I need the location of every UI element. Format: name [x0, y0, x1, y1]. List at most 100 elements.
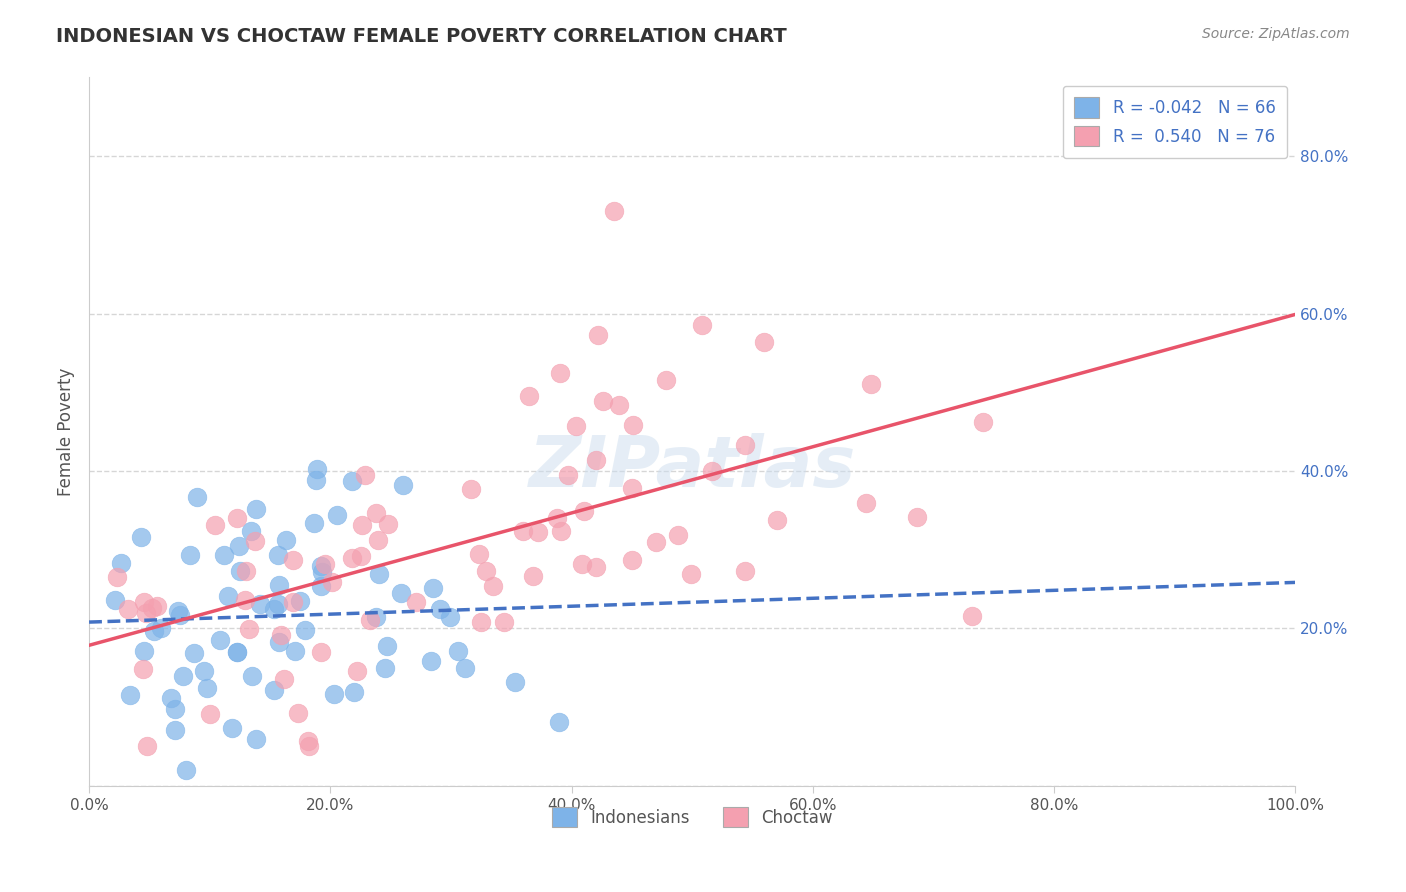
Point [136, 739, 159, 754]
Point [243, 533, 266, 548]
Point [193, 664, 215, 678]
Point [283, 595, 305, 609]
Point [183, 647, 205, 661]
Point [146, 599, 169, 613]
Point [482, 579, 505, 593]
Point [284, 644, 307, 658]
Point [905, 510, 928, 524]
Point [167, 604, 190, 618]
Point [228, 539, 250, 553]
Point [160, 690, 183, 705]
Point [267, 597, 290, 611]
Point [359, 613, 381, 627]
Point [298, 739, 321, 754]
Point [263, 602, 285, 616]
Point [204, 518, 226, 533]
Point [855, 496, 877, 510]
Point [110, 556, 132, 570]
Point [311, 558, 333, 573]
Point [503, 675, 526, 690]
Point [235, 564, 257, 578]
Point [238, 622, 260, 636]
Point [169, 607, 191, 622]
Point [340, 474, 363, 488]
Point [367, 533, 389, 548]
Point [143, 624, 166, 638]
Point [962, 609, 984, 624]
Point [557, 468, 579, 483]
Point [572, 504, 595, 518]
Point [364, 609, 387, 624]
Point [475, 564, 498, 578]
Point [607, 399, 630, 413]
Point [468, 547, 491, 561]
Point [326, 508, 349, 523]
Point [120, 689, 142, 703]
Point [132, 643, 155, 657]
Point [274, 533, 297, 547]
Point [446, 644, 468, 658]
Point [311, 578, 333, 592]
Point [602, 204, 624, 219]
Point [679, 567, 702, 582]
Point [526, 524, 548, 539]
Point [267, 577, 290, 591]
Point [666, 528, 689, 542]
Point [322, 687, 344, 701]
Point [212, 549, 235, 563]
Point [343, 685, 366, 699]
Point [240, 669, 263, 683]
Point [198, 707, 221, 722]
Point [392, 478, 415, 492]
Point [321, 574, 343, 589]
Point [235, 592, 257, 607]
Point [172, 669, 194, 683]
Point [209, 633, 232, 648]
Point [571, 557, 593, 571]
Point [375, 639, 398, 653]
Point [547, 714, 569, 729]
Point [129, 530, 152, 544]
Point [565, 419, 588, 434]
Point [422, 581, 444, 595]
Point [734, 565, 756, 579]
Point [165, 723, 187, 738]
Point [460, 482, 482, 496]
Point [263, 683, 285, 698]
Point [754, 334, 776, 349]
Point [245, 731, 267, 746]
Point [226, 511, 249, 525]
Point [267, 635, 290, 649]
Point [548, 366, 571, 380]
Point [494, 615, 516, 629]
Text: Source: ZipAtlas.com: Source: ZipAtlas.com [1202, 27, 1350, 41]
Point [546, 510, 568, 524]
Point [150, 621, 173, 635]
Point [522, 569, 544, 583]
Point [585, 559, 607, 574]
Point [766, 513, 789, 527]
Point [273, 672, 295, 686]
Point [350, 517, 373, 532]
Point [342, 550, 364, 565]
Point [655, 374, 678, 388]
Point [586, 328, 609, 343]
Point [517, 389, 540, 403]
Point [229, 564, 252, 578]
Point [692, 318, 714, 333]
Point [245, 501, 267, 516]
Point [621, 481, 644, 495]
Point [439, 609, 461, 624]
Point [179, 548, 201, 562]
Point [249, 598, 271, 612]
Point [195, 681, 218, 696]
Text: ZIPatlas: ZIPatlas [529, 433, 856, 501]
Point [174, 763, 197, 777]
Point [132, 595, 155, 609]
Point [104, 593, 127, 607]
Point [105, 570, 128, 584]
Point [644, 535, 666, 549]
Point [620, 553, 643, 567]
Point [470, 615, 492, 629]
Point [314, 557, 336, 571]
